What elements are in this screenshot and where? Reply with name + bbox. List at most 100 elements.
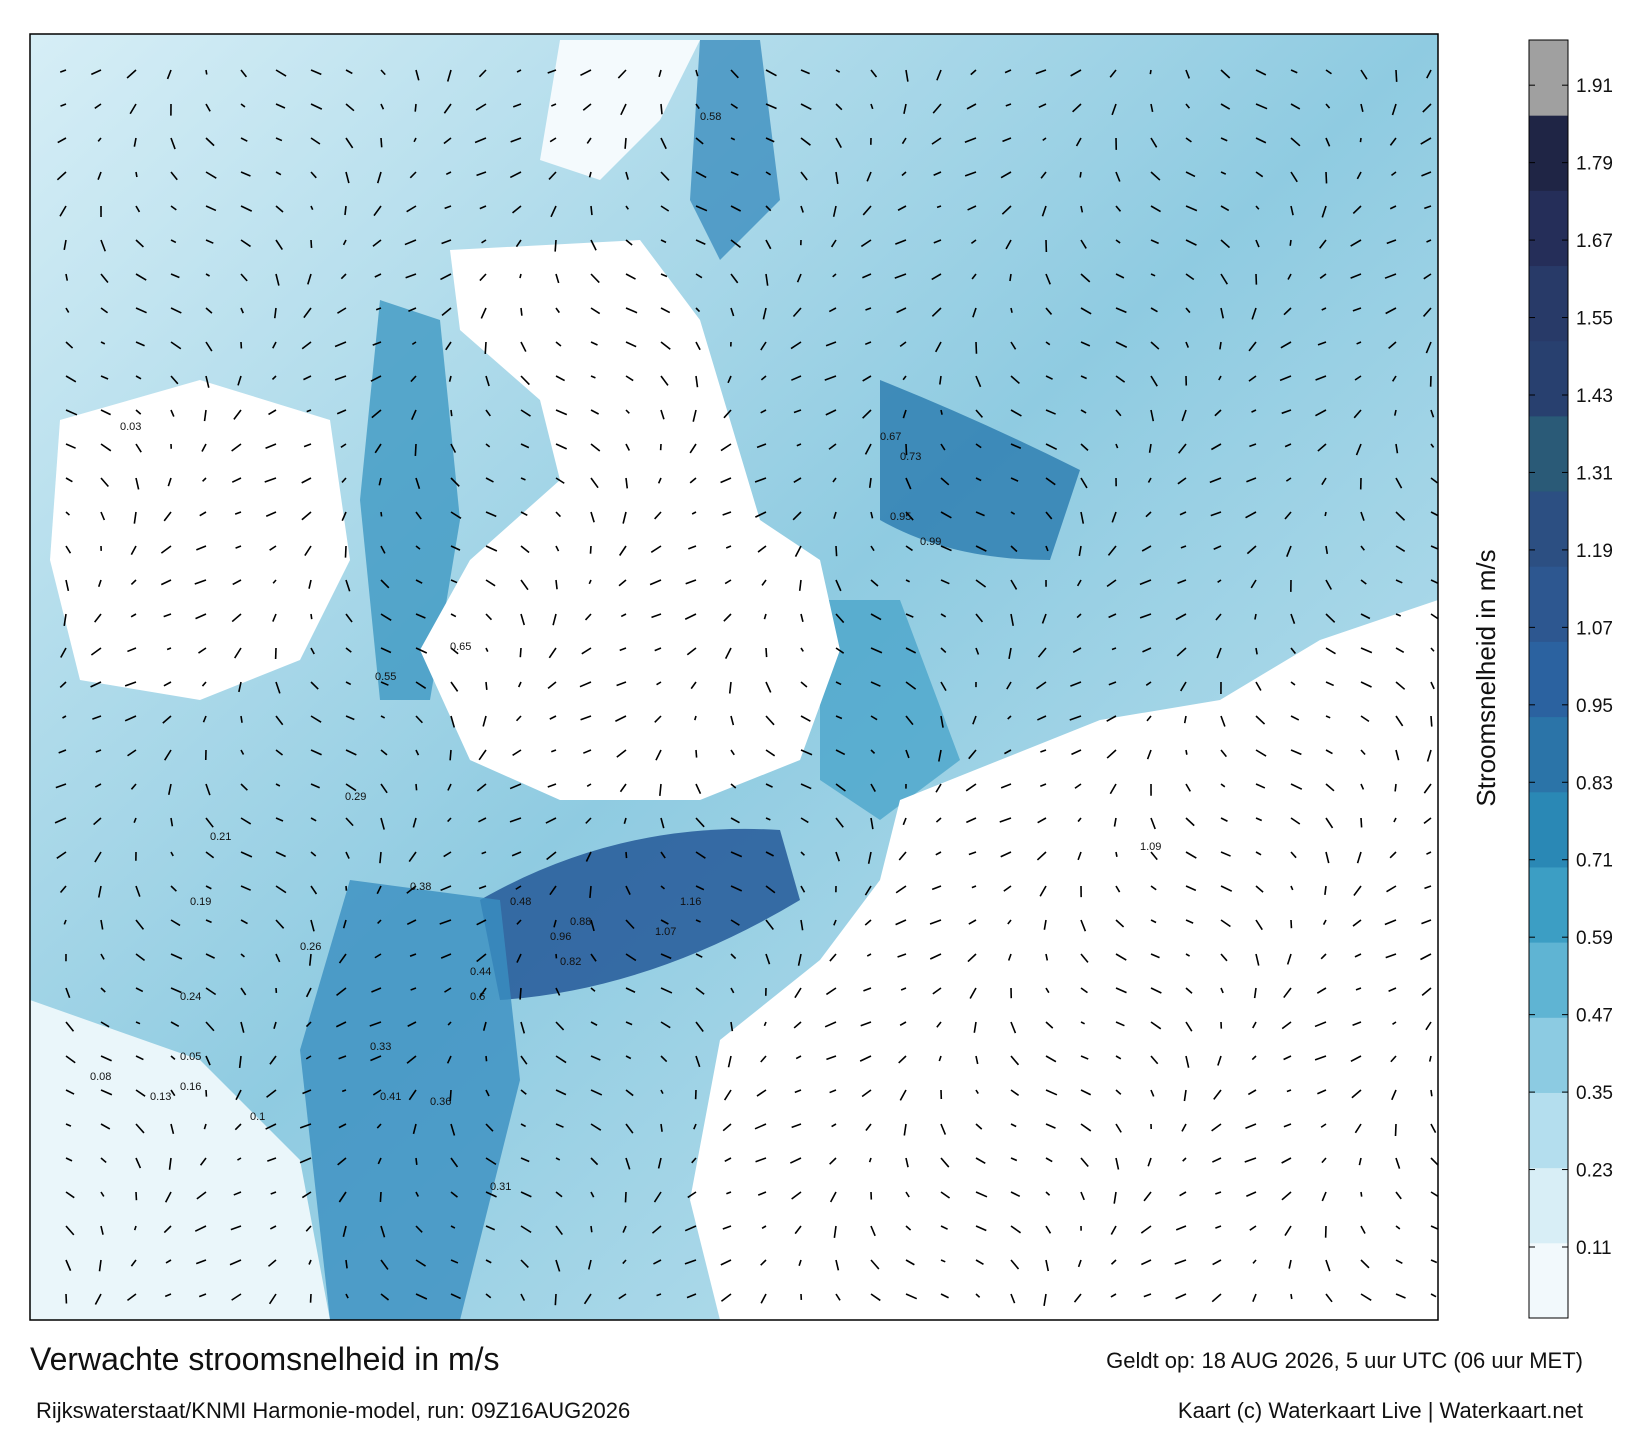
arrow <box>370 1055 382 1062</box>
arrow <box>1010 1191 1021 1198</box>
arrow <box>730 885 743 892</box>
arrow <box>905 613 914 618</box>
arrow <box>690 681 697 690</box>
arrow <box>410 409 417 421</box>
current-label: 1.16 <box>680 896 701 908</box>
arrow <box>1115 409 1122 417</box>
arrow <box>310 647 315 655</box>
arrow <box>695 919 701 923</box>
arrow <box>237 375 242 386</box>
arrow <box>1108 681 1117 686</box>
arrow <box>124 681 137 687</box>
arrow <box>870 579 879 587</box>
arrow <box>345 851 350 859</box>
arrow <box>1350 273 1362 279</box>
arrow <box>264 477 277 483</box>
arrow <box>685 579 697 585</box>
arrow <box>306 409 312 413</box>
arrow <box>901 137 907 145</box>
arrow <box>1000 783 1012 789</box>
arrow <box>1212 1157 1222 1163</box>
arrow <box>1001 205 1012 215</box>
arrow <box>238 681 242 693</box>
arrow <box>1115 885 1121 893</box>
arrow <box>334 375 347 381</box>
arrow <box>693 1123 697 1130</box>
current-label: 0.58 <box>700 111 721 123</box>
arrow <box>1182 1157 1187 1162</box>
arrow <box>520 1157 530 1163</box>
arrow <box>1002 137 1012 143</box>
arrow <box>1139 613 1152 619</box>
arrow <box>835 171 839 184</box>
current-labels: 0.580.670.730.950.991.091.161.070.960.88… <box>90 111 1161 1193</box>
arrow <box>1252 1293 1257 1303</box>
arrow <box>275 137 283 142</box>
arrow <box>509 783 522 790</box>
arrow <box>240 715 243 723</box>
arrow <box>1395 613 1402 617</box>
arrow <box>406 885 417 894</box>
arrow <box>864 443 872 455</box>
arrow <box>791 1191 802 1200</box>
arrow <box>1115 1123 1122 1133</box>
arrow <box>555 987 561 996</box>
arrow <box>345 749 357 756</box>
arrow <box>1211 1123 1222 1132</box>
arrow <box>380 1293 390 1301</box>
arrow <box>450 477 460 487</box>
arrow <box>336 409 347 415</box>
arrow <box>1185 341 1190 348</box>
arrow <box>1352 919 1362 927</box>
arrow <box>1220 783 1226 788</box>
arrow <box>1040 783 1047 787</box>
arrow <box>408 1089 417 1101</box>
arrow <box>550 205 557 218</box>
arrow <box>170 375 179 385</box>
arrow <box>1360 1191 1363 1197</box>
arrow <box>765 137 775 143</box>
arrow <box>92 715 102 720</box>
arrow <box>1185 307 1191 314</box>
arrow <box>938 749 942 762</box>
arrow <box>1045 1021 1054 1029</box>
arrow <box>65 409 78 416</box>
arrow <box>832 273 837 278</box>
arrow <box>485 1089 490 1097</box>
arrow <box>1010 545 1018 553</box>
arrow <box>554 239 557 252</box>
arrow <box>302 1089 312 1095</box>
arrow <box>100 341 106 345</box>
arrow <box>625 341 637 348</box>
arrow <box>478 885 487 890</box>
arrow <box>1255 817 1263 822</box>
arrow <box>618 1293 627 1300</box>
arrow <box>730 103 738 109</box>
arrow <box>269 1055 277 1065</box>
arrow <box>590 919 595 932</box>
arrow <box>201 443 207 452</box>
current-label: 0.38 <box>410 881 431 893</box>
arrow <box>380 749 388 756</box>
arrow <box>720 1259 732 1266</box>
arrow <box>723 1089 732 1101</box>
arrow <box>1045 1055 1057 1063</box>
arrow <box>100 1157 107 1164</box>
arrow <box>765 69 777 77</box>
arrow <box>299 1123 312 1129</box>
arrow <box>651 1225 662 1234</box>
arrow <box>310 613 313 620</box>
arrow <box>485 613 493 621</box>
arrow <box>722 511 732 516</box>
arrow <box>1007 919 1012 925</box>
arrow <box>412 817 417 828</box>
arrow <box>1010 477 1019 482</box>
arrow <box>1360 1225 1366 1234</box>
arrow <box>94 783 102 788</box>
arrow <box>1107 545 1117 556</box>
arrow <box>1115 953 1127 961</box>
arrow <box>1422 103 1432 113</box>
arrow <box>1325 681 1334 687</box>
arrow <box>794 1225 802 1235</box>
arrow <box>1214 409 1222 417</box>
